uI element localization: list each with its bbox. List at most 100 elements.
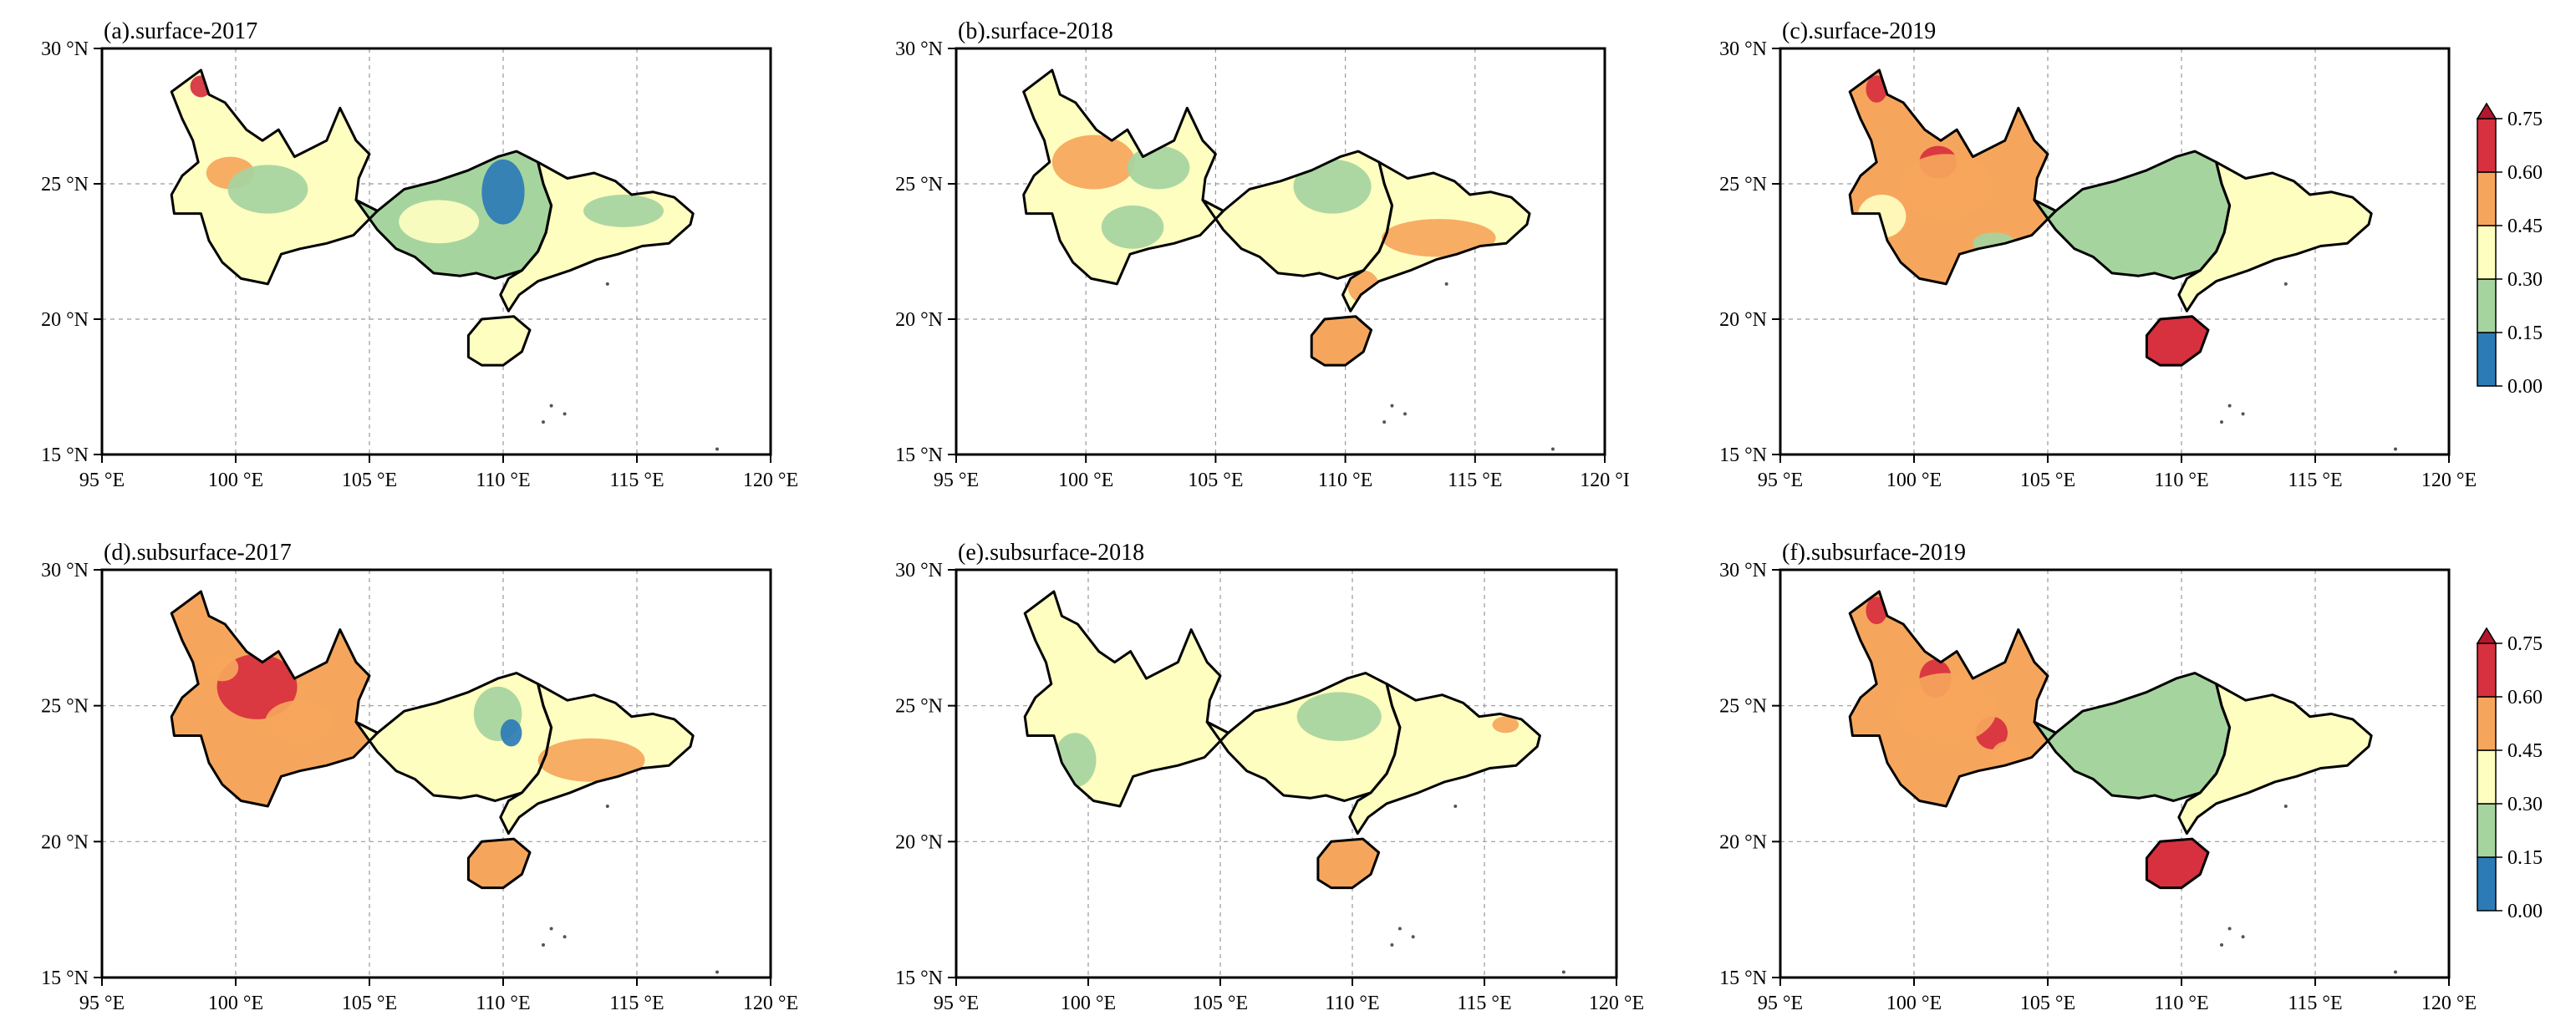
map-panel-a: 30 °N 25 °N 20 °N 15 °N 95 °E 100 °E 105 °E 110… — [41, 18, 798, 491]
yunnan-border — [1848, 590, 2058, 808]
hainan-border — [1310, 315, 1373, 367]
colorbar-tick-label: 0.15 — [2507, 322, 2543, 344]
island-dot — [563, 935, 567, 939]
island-dot — [2394, 447, 2397, 451]
lat-tick-label: 30 °N — [41, 38, 89, 60]
value-patch — [1492, 716, 1520, 734]
panel-frame — [1779, 47, 2451, 456]
value-patch — [537, 738, 645, 782]
map-panel-e: 30 °N 25 °N 20 °N 15 °N 95 °E 100 °E 105 °E 110… — [895, 540, 1644, 1014]
lon-tick-label: 120 °E — [2421, 993, 2477, 1014]
lat-tick-label: 20 °N — [41, 309, 89, 331]
colorbar-surface: 0.75 0.60 0.45 0.30 0.15 0.00 — [2476, 102, 2543, 398]
hainan-region — [468, 316, 530, 366]
lat-tick-label: 30 °N — [895, 560, 943, 581]
island-dot — [542, 942, 545, 947]
lon-tick-label: 115 °E — [2288, 470, 2342, 491]
value-patch — [2251, 724, 2343, 763]
colorbar-segment — [2477, 642, 2497, 698]
value-patch — [1051, 135, 1136, 190]
lat-tick-label: 30 °N — [1719, 38, 1767, 60]
lat-tick-label: 30 °N — [1719, 560, 1767, 581]
colorbar-segment — [2477, 118, 2497, 173]
colorbar-extend-arrow — [2476, 627, 2497, 644]
lat-tick-label: 25 °N — [41, 174, 89, 196]
panel-title: (f).subsurface-2019 — [1782, 540, 1966, 566]
lon-tick-label: 110 °E — [2154, 993, 2208, 1014]
value-patches — [190, 75, 664, 244]
hainan-region — [468, 839, 530, 888]
value-patch — [1127, 145, 1190, 190]
guangdong-border — [2177, 160, 2373, 312]
island-dot — [2241, 935, 2245, 939]
lon-tick-label: 105 °E — [2020, 470, 2075, 491]
island-dot — [2220, 942, 2223, 947]
island-dot — [549, 404, 553, 408]
island-dot — [1403, 412, 1407, 416]
value-patch — [583, 194, 664, 227]
lon-tick-label: 110 °E — [476, 993, 530, 1014]
lat-tick-label: 15 °N — [41, 967, 89, 989]
lat-tick-label: 15 °N — [1719, 967, 1767, 989]
guangxi-region — [2034, 151, 2230, 279]
colorbar-tick-label: 0.00 — [2507, 376, 2543, 398]
panel-title: (b).surface-2018 — [958, 18, 1113, 44]
hainan-region — [2146, 839, 2208, 888]
value-patches — [206, 653, 645, 782]
lat-tick-label: 30 °N — [41, 560, 89, 581]
lat-tick-label: 25 °N — [1719, 174, 1767, 196]
lon-tick-label: 95 °E — [934, 993, 979, 1014]
lon-tick-label: 100 °E — [208, 470, 263, 491]
value-patch — [1382, 219, 1496, 257]
lat-tick-label: 15 °N — [895, 967, 943, 989]
island-dot — [2283, 282, 2288, 286]
lat-tick-label: 15 °N — [41, 444, 89, 466]
hainan-border — [466, 315, 532, 367]
lon-tick-label: 120 °E — [2421, 470, 2477, 491]
value-patch — [206, 653, 239, 682]
lat-tick-label: 20 °N — [895, 831, 943, 853]
value-patch — [1866, 597, 1887, 625]
island-dot — [549, 927, 553, 931]
guangxi-region — [1207, 673, 1400, 801]
panel-title: (c).surface-2019 — [1782, 18, 1936, 44]
lon-tick-label: 105 °E — [342, 470, 397, 491]
value-patch — [1347, 270, 1379, 303]
lon-tick-label: 110 °E — [2154, 470, 2208, 491]
value-patch — [1141, 716, 1194, 749]
guangxi-region — [356, 673, 552, 801]
lat-tick-label: 20 °N — [1719, 309, 1767, 331]
yunnan-border — [170, 590, 379, 808]
lon-tick-label: 115 °E — [2288, 993, 2342, 1014]
colorbar-segment — [2477, 332, 2497, 387]
value-patch — [1293, 159, 1372, 214]
panel-frame — [100, 47, 772, 456]
island-dot — [563, 412, 567, 416]
island-dot — [1390, 404, 1394, 408]
lon-tick-label: 100 °E — [208, 993, 263, 1014]
island-dot — [715, 447, 719, 451]
island-dot — [2227, 404, 2232, 408]
lon-tick-label: 105 °E — [1193, 993, 1248, 1014]
lon-tick-label: 95 °E — [79, 470, 125, 491]
value-patch — [1857, 194, 1907, 238]
lat-tick-label: 15 °N — [895, 444, 943, 466]
lon-tick-label: 120 °E — [1589, 993, 1644, 1014]
panel-frame — [1779, 568, 2451, 979]
lat-tick-label: 20 °N — [895, 309, 943, 331]
lon-tick-label: 105 °E — [342, 993, 397, 1014]
guangxi-region — [2034, 673, 2230, 801]
island-dot — [1382, 420, 1387, 424]
lon-tick-label: 115 °E — [1448, 470, 1502, 491]
value-patch — [1895, 673, 1998, 744]
lat-tick-label: 20 °N — [1719, 831, 1767, 853]
island-dot — [2241, 412, 2245, 416]
value-patch — [1296, 692, 1382, 741]
lon-tick-label: 115 °E — [609, 470, 664, 491]
lon-tick-label: 120 °I — [1580, 470, 1630, 491]
panel-title: (e).subsurface-2018 — [958, 540, 1144, 566]
value-patch — [500, 719, 522, 747]
colorbar-segment — [2477, 225, 2497, 280]
island-dot — [605, 282, 609, 286]
lat-tick-label: 25 °N — [895, 174, 943, 196]
